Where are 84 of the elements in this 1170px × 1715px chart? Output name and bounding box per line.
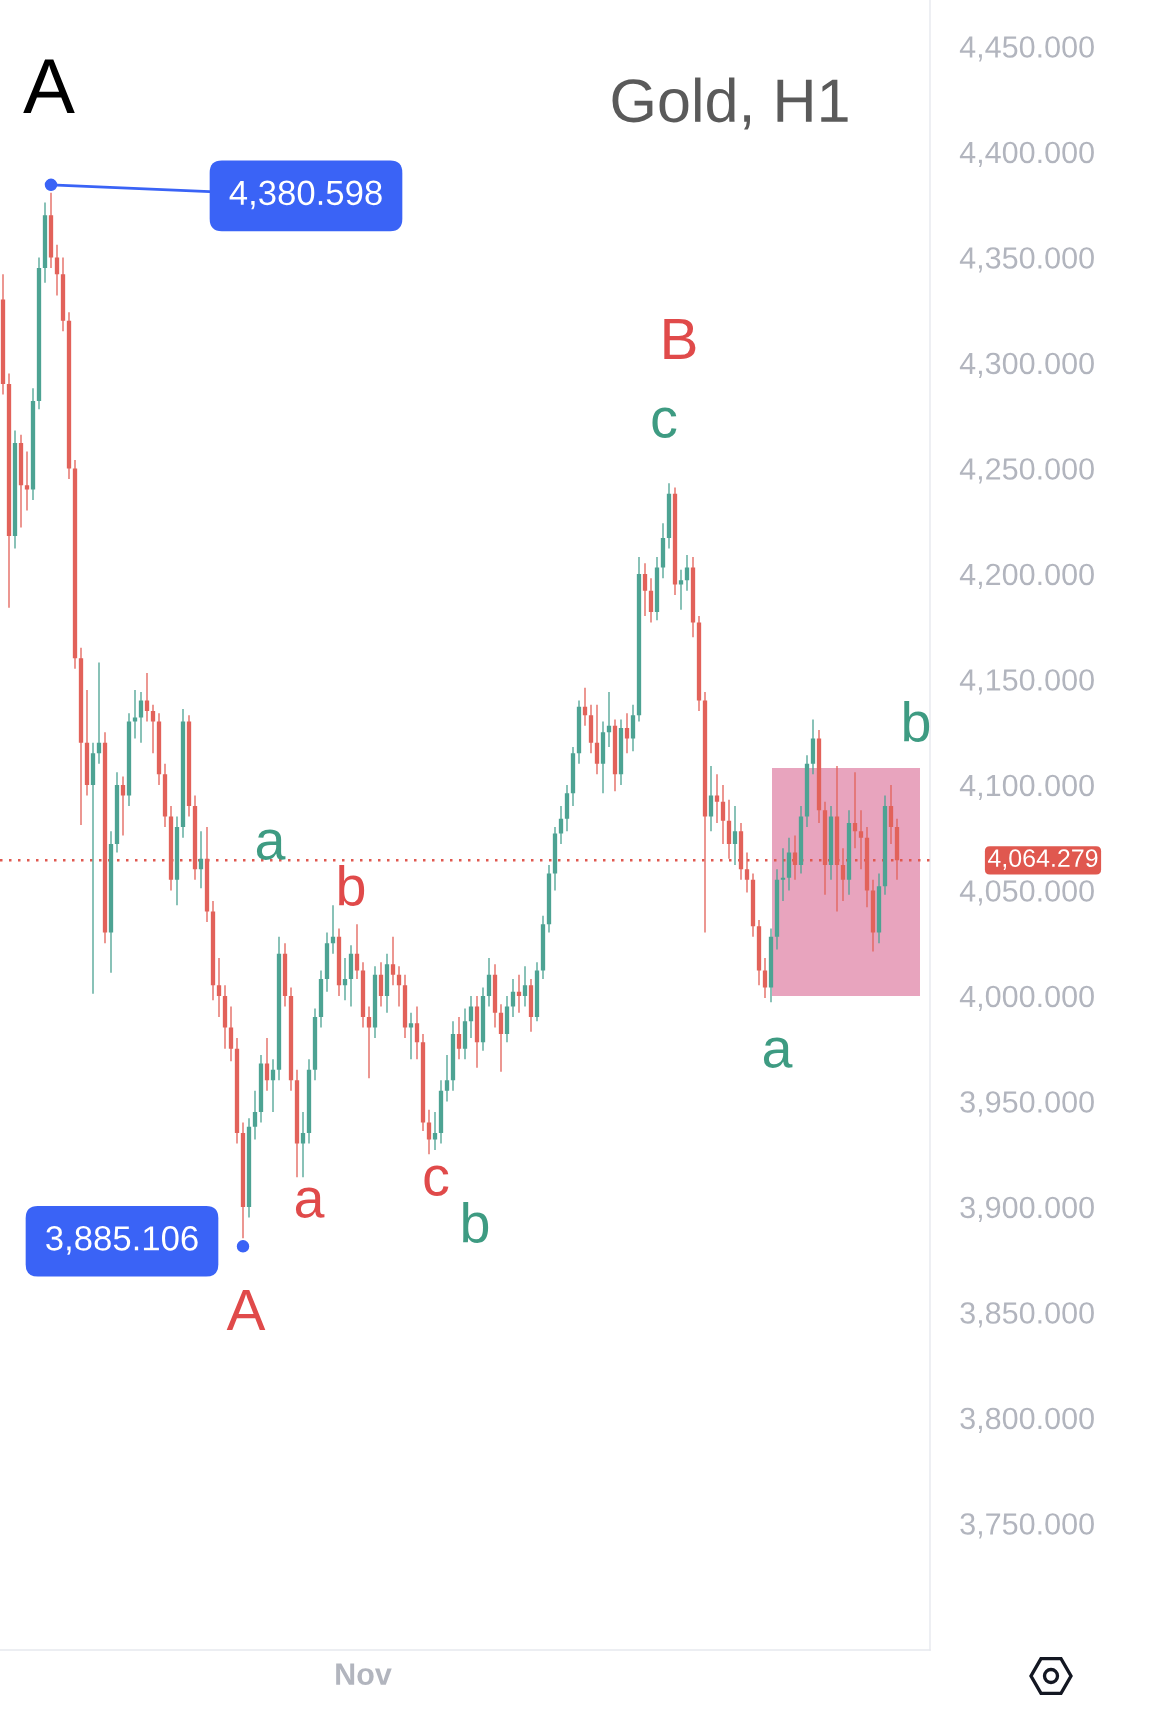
candlestick: [390, 936, 396, 986]
y-tick-label: 3,900.000: [960, 1196, 1094, 1222]
annotation: c: [424, 1165, 449, 1196]
candlestick: [456, 1017, 462, 1060]
candlestick: [516, 974, 522, 1013]
text: Gold, H1: [612, 77, 848, 130]
candlestick: [96, 662, 102, 764]
y-tick-label: 4,250.000: [959, 458, 1094, 484]
candlestick: [354, 924, 360, 980]
candlestick: [444, 1054, 450, 1102]
candlestick: [708, 765, 714, 832]
candlestick: [594, 704, 600, 775]
candlestick: [714, 774, 720, 823]
y-tick-label: 4,200.000: [959, 563, 1094, 589]
annotation: 4,380.598: [229, 180, 382, 210]
ref-line-label: 4,064.279: [987, 849, 1098, 870]
candlestick: [522, 966, 528, 1007]
candlestick: [678, 569, 684, 610]
candlestick: [840, 848, 846, 901]
y-tick-label: 4,400.000: [959, 141, 1094, 167]
y-tick-label: 3,850.000: [960, 1302, 1094, 1328]
y-tick-label: 4,100.000: [959, 774, 1094, 800]
candlestick: [330, 905, 336, 954]
candlestick: [120, 776, 126, 836]
candlestick: [144, 673, 150, 722]
y-tick-label: 3,950.000: [960, 1091, 1094, 1117]
y-tick-label: 3,750.000: [960, 1513, 1094, 1539]
candlestick: [582, 687, 588, 726]
candlestick: [558, 806, 564, 844]
candlestick: [414, 1006, 420, 1060]
candlestick: [132, 689, 138, 739]
candlestick: [684, 554, 690, 591]
y-tick-label: 4,450.000: [959, 36, 1094, 62]
candlestick: [216, 957, 222, 1018]
x-tick-label: Nov: [336, 1663, 392, 1685]
candlestick: [252, 1090, 258, 1140]
candlestick: [426, 1109, 432, 1155]
candlestick: [510, 979, 516, 1018]
candlestick: [780, 848, 786, 901]
candlestick: [606, 692, 612, 747]
candlestick: [468, 995, 474, 1039]
candlestick: [834, 765, 840, 912]
candlestick: [888, 784, 894, 844]
y-tick-label: 4,150.000: [959, 669, 1094, 695]
annotation: c: [652, 407, 677, 438]
annotation: a: [295, 1187, 325, 1218]
candlestick: [264, 1038, 270, 1091]
candlestick: [198, 831, 204, 889]
candlestick: [300, 1111, 306, 1178]
candlestick: [138, 692, 144, 743]
annotation: B: [664, 318, 696, 360]
y-tick-label: 4,350.000: [959, 247, 1094, 273]
candlestick: [624, 713, 630, 754]
y-tick-label: 3,800.000: [960, 1407, 1094, 1433]
annotation: a: [256, 829, 286, 860]
candlestick: [432, 1111, 438, 1150]
annotation: A: [23, 59, 75, 114]
candlestick: [396, 966, 402, 1007]
y-tick-label: 4,050.000: [959, 880, 1094, 906]
candlestick: [348, 945, 354, 1007]
candlestick: [498, 1004, 504, 1072]
candlestick: [342, 957, 348, 1001]
text: b: [904, 701, 930, 742]
candlestick: [54, 244, 60, 296]
candlestick: [84, 689, 90, 796]
annotation: A: [226, 1289, 266, 1331]
candlestick: [270, 1059, 276, 1112]
annotation: b: [463, 1202, 489, 1243]
candlestick: [408, 1012, 414, 1060]
y-tick-label: 4,000.000: [959, 985, 1094, 1011]
candlestick: [852, 772, 858, 849]
candlestick: [732, 806, 738, 866]
candlestick: [150, 704, 156, 754]
candlestick: [642, 563, 648, 617]
annotation: a: [763, 1037, 793, 1068]
candlestick: [90, 742, 96, 994]
candlestick: [228, 1006, 234, 1062]
candlestick: [858, 810, 864, 870]
candlestick: [24, 451, 30, 511]
annotation: b: [339, 865, 365, 906]
candlestick: [366, 1006, 372, 1079]
candlestick: [720, 784, 726, 844]
y-tick-label: 4,300.000: [959, 352, 1094, 378]
annotation: 3,885.106: [46, 1226, 198, 1255]
